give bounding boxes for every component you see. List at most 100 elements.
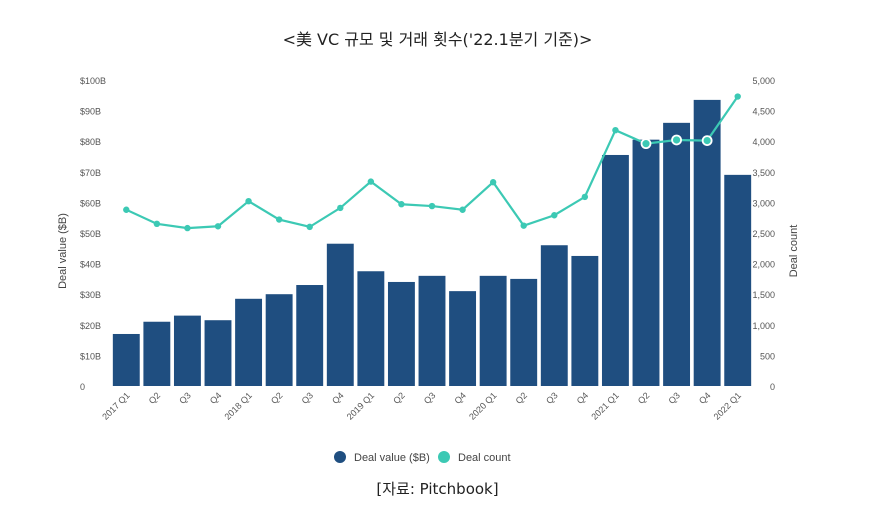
y-tick-label: $80B — [80, 137, 101, 147]
bar — [357, 271, 385, 386]
x-tick-label: 2020 Q1 — [467, 390, 498, 421]
line-point — [337, 204, 344, 212]
line-point — [612, 126, 619, 134]
x-axis-ticks: 2017 Q1 Q2 Q3 Q4 2018 Q1 Q2 Q3 Q4 2019 Q1 Q2 Q3 Q4 2… — [100, 390, 743, 421]
x-tick-label: Q2 — [269, 390, 285, 406]
y2-tick-label: 4,500 — [752, 107, 775, 117]
line-series — [123, 93, 741, 232]
y2-tick-label: 4,000 — [752, 137, 775, 147]
line-point — [214, 223, 222, 230]
y-tick-label: $30B — [80, 290, 101, 300]
line-point — [367, 178, 375, 185]
line-point — [123, 206, 130, 213]
x-tick-label: 2019 Q1 — [345, 390, 376, 421]
x-tick-label: Q4 — [208, 390, 224, 406]
bar — [235, 298, 263, 386]
legend-label-deal-count: Deal count — [458, 452, 511, 464]
x-tick-label: Q2 — [391, 390, 407, 406]
bar — [510, 278, 538, 386]
bar-series — [112, 99, 752, 386]
bar — [663, 122, 691, 386]
bar — [479, 275, 507, 386]
y2-axis-label: Deal count — [788, 225, 800, 278]
line-point — [184, 224, 191, 232]
y-tick-label: $90B — [80, 107, 101, 117]
line-point — [245, 197, 252, 205]
bar — [571, 255, 599, 386]
y-axis-right-ticks: 0 500 1,000 1,500 2,000 2,500 3,000 3,500 4,000 4… — [752, 76, 775, 392]
x-tick-label: Q3 — [422, 390, 438, 406]
line-point — [275, 216, 283, 223]
x-tick-label: Q3 — [666, 390, 682, 406]
line-point — [306, 223, 313, 231]
x-tick-label: Q4 — [330, 390, 346, 406]
bar — [265, 294, 293, 386]
y-tick-label: $10B — [80, 351, 101, 361]
x-tick-label: 2017 Q1 — [100, 390, 131, 421]
bar — [418, 275, 446, 386]
x-tick-label: 2021 Q1 — [589, 390, 620, 421]
line-point — [734, 93, 741, 100]
y-tick-label: $40B — [80, 260, 101, 270]
x-tick-label: Q2 — [147, 390, 163, 406]
y2-tick-label: 1,000 — [752, 321, 775, 331]
y2-tick-label: 5,000 — [752, 76, 775, 86]
y-axis-label: Deal value ($B) — [57, 213, 69, 289]
y2-tick-label: 1,500 — [752, 290, 775, 300]
x-tick-label: Q4 — [697, 390, 713, 406]
y-tick-label: 0 — [80, 382, 85, 392]
x-tick-label: Q3 — [300, 390, 316, 406]
bar — [326, 243, 354, 386]
source-note: [자료: Pitchbook] — [376, 480, 499, 498]
bar — [173, 315, 201, 386]
line-point — [671, 134, 682, 146]
chart-title: <美 VC 규모 및 거래 횟수('22.1분기 기준)> — [282, 30, 593, 49]
bar — [143, 321, 171, 386]
y2-tick-label: 500 — [760, 351, 775, 361]
y-tick-label: $20B — [80, 321, 101, 331]
bar — [387, 281, 415, 386]
line-point — [520, 222, 527, 229]
line-point — [459, 206, 466, 213]
line-point — [701, 135, 713, 146]
x-tick-label: Q4 — [452, 390, 468, 406]
line-point — [428, 202, 436, 210]
line-point — [489, 179, 497, 186]
bar — [296, 285, 324, 386]
line-point — [398, 201, 405, 208]
y-axis-left-ticks: 0 $10B $20B $30B $40B $50B $60B $70B $80B $90B $10… — [80, 76, 106, 392]
x-tick-label: 2022 Q1 — [712, 390, 743, 421]
bar — [632, 139, 660, 386]
x-tick-label: Q2 — [514, 390, 530, 406]
legend-label-deal-value: Deal value ($B) — [354, 452, 430, 464]
x-tick-label: Q3 — [544, 390, 560, 406]
legend-marker-deal-count — [438, 451, 450, 463]
bar — [601, 154, 629, 386]
y2-tick-label: 3,500 — [752, 168, 775, 178]
line-point — [153, 220, 161, 228]
bar — [204, 320, 232, 386]
y2-tick-label: 2,500 — [752, 229, 775, 239]
bar — [540, 245, 568, 386]
bar — [112, 333, 140, 386]
y2-tick-label: 3,000 — [752, 198, 775, 208]
x-tick-label: 2018 Q1 — [222, 390, 253, 421]
x-tick-label: Q2 — [636, 390, 652, 406]
y2-tick-label: 0 — [770, 382, 775, 392]
y-tick-label: $70B — [80, 168, 101, 178]
y-tick-label: $50B — [80, 229, 101, 239]
y-tick-label: $100B — [80, 76, 106, 86]
x-tick-label: Q4 — [575, 390, 591, 406]
x-tick-label: Q3 — [177, 390, 193, 406]
line-point — [640, 138, 652, 150]
bar — [449, 291, 477, 386]
y-tick-label: $60B — [80, 198, 101, 208]
bar — [724, 174, 752, 386]
y2-tick-label: 2,000 — [752, 260, 775, 270]
legend-marker-deal-value — [334, 451, 346, 463]
line-point — [551, 212, 558, 219]
bar — [693, 99, 721, 386]
line-point — [581, 193, 589, 201]
legend: Deal value ($B) Deal count — [334, 451, 511, 464]
